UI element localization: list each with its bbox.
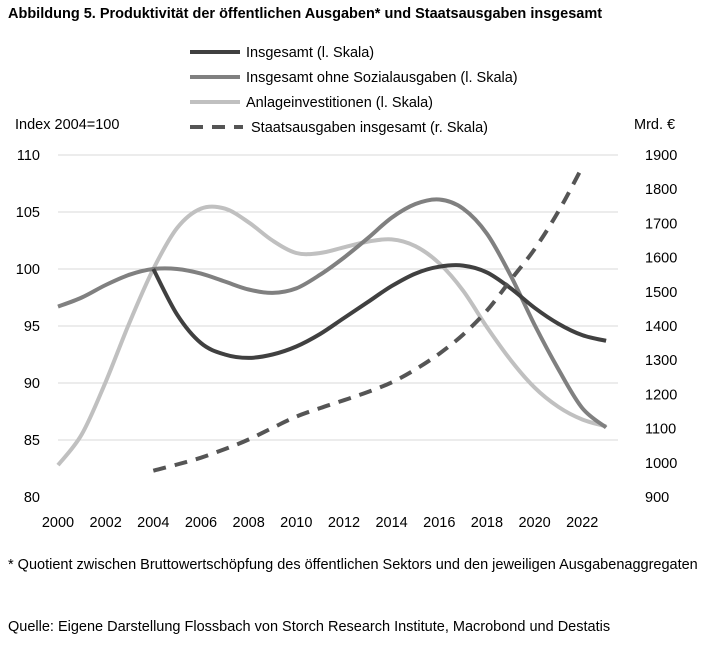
left-axis-label: Index 2004=100 (15, 117, 119, 133)
right-tick-label: 1900 (645, 148, 677, 164)
right-axis-label: Mrd. € (634, 117, 675, 133)
right-tick-label: 1300 (645, 353, 677, 369)
left-axis-ticks: 80 85 90 95 100 105 110 (16, 148, 40, 506)
x-axis-ticks: 2000 2002 2004 2006 2008 2010 2012 2014 2016 2018… (42, 515, 599, 531)
left-tick-label: 95 (24, 319, 40, 335)
left-tick-label: 85 (24, 433, 40, 449)
right-tick-label: 1100 (645, 422, 676, 438)
left-tick-label: 110 (17, 148, 40, 164)
right-tick-label: 900 (645, 490, 669, 506)
legend-label: Insgesamt (l. Skala) (246, 45, 374, 61)
legend-label: Staatsausgaben insgesamt (r. Skala) (251, 120, 488, 136)
legend: Insgesamt (l. Skala) Insgesamt ohne Sozia… (190, 45, 518, 136)
x-tick-label: 2010 (280, 515, 312, 531)
right-tick-label: 1400 (645, 319, 677, 335)
x-tick-label: 2014 (375, 515, 407, 531)
source-note: Quelle: Eigene Darstellung Flossbach von… (8, 619, 611, 635)
series-line (57, 197, 608, 430)
legend-label: Insgesamt ohne Sozialausgaben (l. Skala) (246, 70, 518, 86)
x-tick-label: 2004 (137, 515, 169, 531)
left-tick-label: 80 (24, 490, 40, 506)
x-tick-label: 2016 (423, 515, 455, 531)
x-tick-label: 2002 (90, 515, 122, 531)
left-tick-label: 105 (16, 205, 40, 221)
right-tick-label: 1200 (645, 387, 677, 403)
x-tick-label: 2020 (518, 515, 550, 531)
chart-title: Abbildung 5. Produktivität der öffentlic… (8, 6, 603, 22)
x-tick-label: 2006 (185, 515, 217, 531)
chart: Insgesamt (l. Skala) Insgesamt ohne Sozia… (15, 45, 677, 531)
x-tick-label: 2018 (471, 515, 503, 531)
x-tick-label: 2022 (566, 515, 598, 531)
footnote: * Quotient zwischen Bruttowertschöpfung … (8, 557, 698, 573)
x-tick-label: 2012 (328, 515, 360, 531)
right-tick-label: 1700 (645, 216, 677, 232)
left-tick-label: 100 (16, 262, 40, 278)
series-line (56, 204, 607, 467)
legend-label: Anlageinvestitionen (l. Skala) (246, 95, 433, 111)
x-tick-label: 2000 (42, 515, 74, 531)
right-tick-label: 1600 (645, 251, 677, 267)
series-line (151, 263, 607, 360)
right-tick-label: 1500 (645, 285, 677, 301)
series-lines (56, 166, 608, 473)
series-line (152, 166, 585, 473)
right-tick-label: 1800 (645, 182, 677, 198)
right-tick-label: 1000 (645, 456, 677, 472)
x-tick-label: 2008 (233, 515, 265, 531)
right-axis-ticks: 900 1000 1100 1200 1300 1400 1500 1600 1700 1800 1… (645, 148, 677, 506)
left-tick-label: 90 (24, 376, 40, 392)
